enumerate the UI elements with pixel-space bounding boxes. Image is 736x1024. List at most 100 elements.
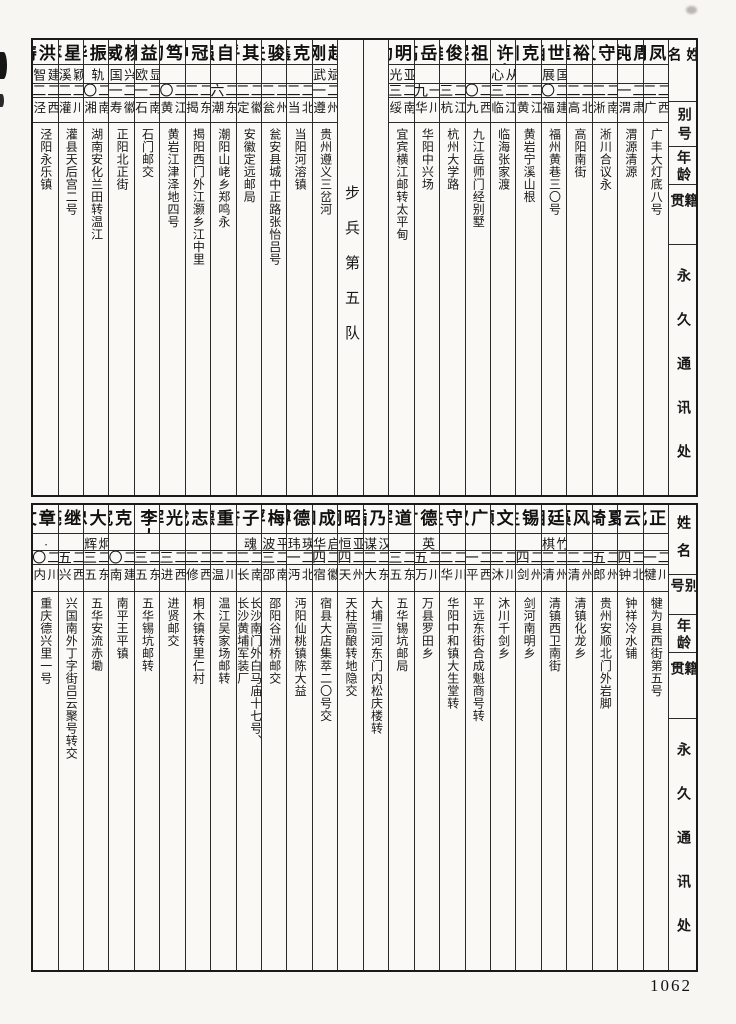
address-text: 黄岩宁溪山根 — [522, 127, 537, 203]
alias-cell — [516, 65, 541, 85]
origin-cell: 四川内江 — [33, 565, 58, 592]
address-cell: 钟祥冷水铺 — [618, 592, 642, 970]
alias-cell — [490, 534, 516, 551]
entry-column: 郑自强二六广东潮阳潮阳山峔乡郑鸣永 — [210, 40, 236, 495]
age-cell: 二六 — [211, 84, 236, 99]
name-cell: 魏岳高 — [414, 40, 440, 66]
entry-column: 魏正化二一四川犍为犍为县西街第五号 — [642, 505, 668, 970]
entry-column: 易振华轨二〇湖南湘乡湖南安化兰田转温江 — [82, 40, 109, 495]
entry-column: 黄子奋魂二二湖南长沙长沙南门外白马庙十七号、 长沙黄埔军装厂 — [235, 505, 261, 970]
age-cell: 二二 — [490, 551, 516, 566]
address-text: 平远东街合成魁商号转 — [471, 596, 486, 722]
name-text: 黄益州 — [135, 44, 159, 63]
origin-text: 四川温江 — [211, 568, 236, 582]
age-cell: 一九 — [414, 84, 440, 99]
age-text: 一九 — [414, 84, 440, 99]
origin-cell: 安徽宿县 — [312, 565, 338, 592]
address-text: 天柱高酿转地隐交 — [344, 596, 359, 697]
header-label-age: 年龄 — [675, 617, 690, 652]
alias-text: 亚恒 — [338, 536, 363, 551]
name-text: 张其乎 — [237, 44, 261, 63]
address-text: 犍为县西街第五号 — [649, 596, 664, 697]
age-cell: 二三 — [160, 551, 185, 566]
address-cell: 灌县天后宫二号 — [59, 123, 83, 495]
header-label-name: 姓名 — [669, 47, 696, 75]
origin-cell: 贵州清镇 — [541, 565, 567, 592]
age-text: 二〇 — [109, 550, 134, 566]
origin-cell: 广东大埔 — [363, 565, 389, 592]
origin-text: 贵州剑河 — [516, 568, 541, 582]
address-cell: 广丰大灯底八号 — [644, 123, 668, 495]
origin-text: 广东揭阳 — [185, 101, 211, 115]
entry-column: 魏岳高一九四川华阳华阳中兴场 — [413, 40, 440, 495]
age-cell: 二二 — [567, 84, 592, 99]
name-cell: 许家幸· — [490, 40, 516, 66]
origin-text: 广东五华 — [83, 568, 109, 582]
origin-text: 四川万县 — [414, 568, 440, 582]
age-text: 二一 — [643, 550, 668, 566]
origin-text: 山西平远 — [465, 568, 490, 582]
name-text: 王文灏 — [491, 509, 515, 528]
alias-cell: 亚光 — [389, 65, 414, 85]
age-cell: 二三 — [490, 84, 516, 99]
origin-cell: 江西九江 — [465, 98, 490, 123]
address-text: 钟祥冷水铺 — [623, 596, 638, 660]
entry-column: 黄梅桴平波二三湖南邵阳邵阳谷洲桥邮交 — [261, 505, 287, 970]
age-text: 二二 — [185, 550, 211, 566]
name-cell: 魏正化 — [643, 505, 668, 534]
origin-cell: 山西平远 — [465, 565, 490, 592]
address-cell: 五华安流赤墈 — [84, 592, 108, 970]
age-text: 二〇 — [83, 84, 109, 99]
name-cell: 黄益州 — [134, 40, 160, 66]
age-text: 二一 — [618, 84, 643, 99]
age-text: 二一 — [312, 84, 338, 99]
origin-cell: 四川温江 — [211, 565, 236, 592]
header-label-origin: 籍贯 — [669, 661, 696, 690]
alias-cell: 瑛玮 — [287, 534, 312, 551]
name-cell: 黄梅桴 — [262, 505, 287, 534]
origin-cell: 湖北钟祥 — [618, 565, 643, 592]
name-cell: 周钝 — [618, 40, 643, 66]
alias-text: 建智 — [33, 68, 58, 83]
header-cell-address: 永久通讯处 — [669, 719, 696, 970]
origin-text: 浙江黄岩 — [160, 101, 185, 115]
age-text: 二三 — [83, 550, 109, 566]
origin-cell: 浙江黄岩 — [516, 98, 541, 123]
address-text: 石门邮交 — [140, 127, 155, 178]
name-text: 王克川 — [516, 44, 540, 63]
alias-text: 亚光 — [389, 68, 414, 83]
name-with-mark: 李大锐· — [138, 509, 157, 533]
address-text: 进贤邮交 — [165, 596, 180, 647]
entry-column: 姜锡生二四贵州剑河剑河南明乡 — [515, 505, 541, 970]
age-cell: 二二 — [592, 84, 618, 99]
address-text: 宿县大店集萃二〇号交 — [318, 596, 333, 722]
age-text: 二四 — [338, 550, 363, 566]
age-text: 二五 — [58, 550, 83, 566]
address-text: 灌县天后宫二号 — [64, 127, 79, 216]
alias-text: 炯辉 — [83, 536, 109, 551]
origin-cell: 河北高阳 — [567, 98, 592, 123]
address-cell: 沔阳仙桃镇陈大益 — [287, 592, 311, 970]
origin-cell: 江西兴国 — [58, 565, 83, 592]
address-cell: 临海张家渡 — [491, 123, 515, 495]
entry-column: 吕继亮二五江西兴国兴国南外丁字街吕云聚号转交 — [57, 505, 83, 970]
name-cell: 夏琦 — [592, 505, 618, 534]
entry-column: 叶凤冈二二江西广丰广丰大灯底八号 — [642, 40, 668, 495]
address-text: 长沙南门外白马庙十七号、 长沙黄埔军装厂 — [236, 596, 261, 747]
origin-cell: 贵州清镇 — [567, 565, 592, 592]
address-cell: 黄岩江津泽地四号 — [160, 123, 184, 495]
origin-cell: 四川灌县 — [58, 98, 83, 123]
entry-column: 王文灏二二四川沐川沐川千剑乡 — [489, 505, 516, 970]
address-cell: 安徽定远邮局 — [237, 123, 261, 495]
address-text: 渭源清源 — [623, 127, 638, 178]
origin-cell: 广东五华 — [134, 565, 160, 592]
alias-cell — [211, 534, 236, 551]
address-text: 广丰大灯底八号 — [649, 127, 664, 216]
alias-cell — [643, 65, 668, 85]
alias-text: 国展 — [541, 68, 567, 83]
address-text: 万县罗田乡 — [420, 596, 435, 660]
address-text: 贵州安顺北门外岩脚 — [598, 596, 613, 710]
address-cell: 揭阳西门外江灏乡江中里 — [186, 123, 210, 495]
header-cell-age: 年龄 — [669, 147, 696, 185]
address-cell: 大埔三河东门内松庆楼转 — [364, 592, 388, 970]
